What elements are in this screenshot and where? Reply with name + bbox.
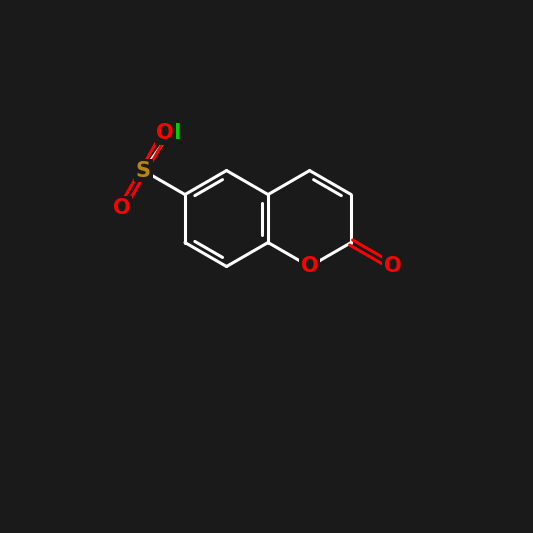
Text: O: O [301, 256, 318, 277]
Text: O: O [384, 256, 401, 277]
Text: O: O [113, 198, 131, 218]
Text: S: S [136, 160, 151, 181]
Text: O: O [156, 123, 174, 143]
Text: Cl: Cl [159, 123, 181, 143]
